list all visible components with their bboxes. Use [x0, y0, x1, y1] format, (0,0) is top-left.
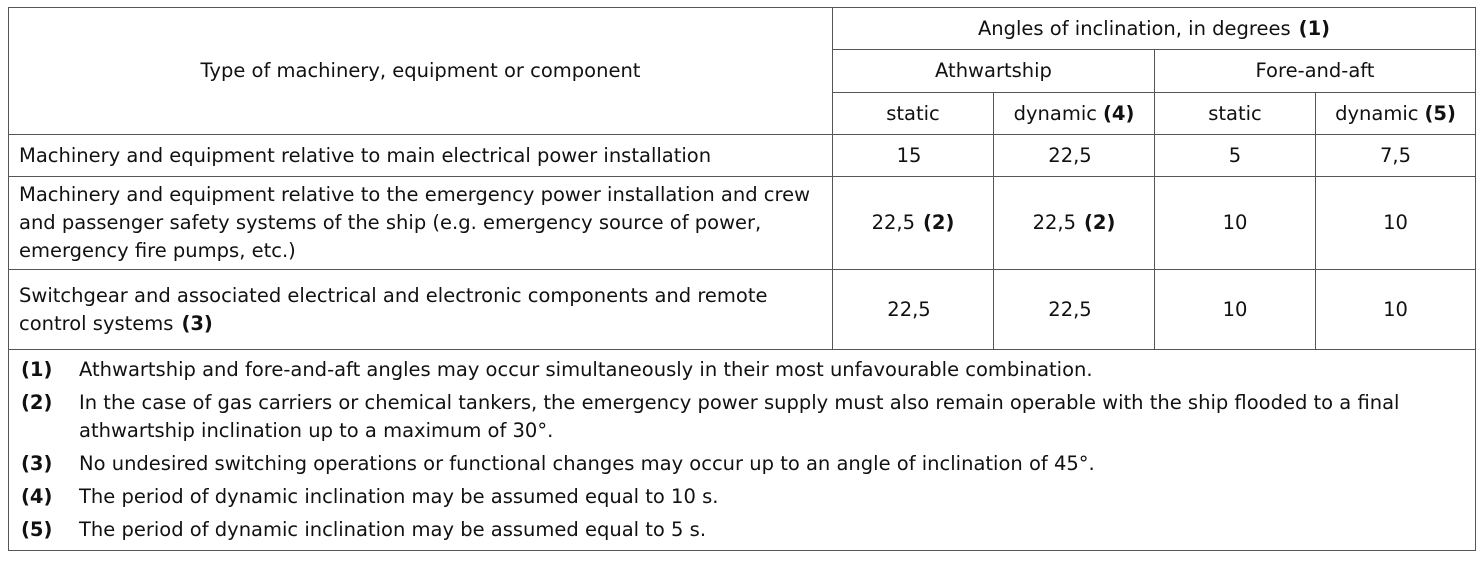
type-cell: Switchgear and associated electrical and… — [8, 269, 833, 350]
header-row-1: Type of machinery, equipment or componen… — [8, 7, 1476, 135]
fa-dynamic-cell: 10 — [1315, 176, 1476, 270]
table-row: Switchgear and associated electrical and… — [8, 269, 1476, 350]
ath-static-cell: 15 — [832, 134, 994, 177]
fa-dynamic-cell: 7,5 — [1315, 134, 1476, 177]
fa-dynamic-label: dynamic — [1335, 101, 1419, 125]
notes-row: (1) Athwartship and fore-and-aft angles … — [8, 349, 1476, 551]
fa-static-value: 10 — [1222, 297, 1248, 321]
ath-static-ref: (2) — [923, 211, 955, 234]
ath-dynamic-value: 22,5 — [1048, 143, 1092, 167]
type-header-cell: Type of machinery, equipment or componen… — [8, 7, 833, 135]
note-key: (2) — [21, 391, 53, 414]
type-text: Machinery and equipment relative to main… — [19, 143, 712, 167]
ath-dynamic-label: dynamic — [1013, 101, 1097, 125]
note-item: (1) Athwartship and fore-and-aft angles … — [19, 356, 1465, 384]
table-row: Machinery and equipment relative to the … — [8, 176, 1476, 270]
fa-static-value: 5 — [1228, 143, 1242, 167]
type-cell: Machinery and equipment relative to main… — [8, 134, 833, 177]
note-text: The period of dynamic inclination may be… — [79, 518, 707, 541]
note-key: (1) — [21, 358, 53, 381]
type-text: Machinery and equipment relative to the … — [19, 183, 811, 262]
type-ref: (3) — [181, 311, 213, 335]
ath-dynamic-header: dynamic (4) — [993, 92, 1155, 135]
ath-dynamic-cell: 22,5 — [993, 134, 1155, 177]
note-text: No undesired switching operations or fun… — [79, 452, 1095, 475]
note-key: (5) — [21, 518, 53, 541]
fa-static-cell: 5 — [1154, 134, 1316, 177]
fa-dynamic-ref: (5) — [1424, 101, 1456, 125]
type-cell: Machinery and equipment relative to the … — [8, 176, 833, 270]
ath-static-header: static — [832, 92, 994, 135]
fore-and-aft-label: Fore-and-aft — [1255, 59, 1375, 82]
ath-static-value: 22,5 — [887, 297, 931, 321]
ath-dynamic-cell: 22,5 — [993, 269, 1155, 350]
fa-dynamic-header: dynamic (5) — [1315, 92, 1476, 135]
ath-static-label: static — [886, 101, 940, 125]
fa-static-header: static — [1154, 92, 1316, 135]
inclination-angles-table: Type of machinery, equipment or componen… — [8, 7, 1476, 551]
notes-cell: (1) Athwartship and fore-and-aft angles … — [8, 349, 1476, 551]
fa-dynamic-value: 10 — [1383, 211, 1408, 234]
note-item: (4) The period of dynamic inclination ma… — [19, 483, 1465, 511]
note-item: (5) The period of dynamic inclination ma… — [19, 516, 1465, 544]
table-row: Machinery and equipment relative to main… — [8, 134, 1476, 177]
note-key: (3) — [21, 452, 53, 475]
ath-static-cell: 22,5 (2) — [832, 176, 994, 270]
fa-static-cell: 10 — [1154, 176, 1316, 270]
type-text: Switchgear and associated electrical and… — [19, 283, 768, 335]
note-text: The period of dynamic inclination may be… — [79, 485, 719, 508]
athwartship-header-cell: Athwartship — [832, 49, 1155, 93]
fa-static-cell: 10 — [1154, 269, 1316, 350]
fa-dynamic-value: 7,5 — [1379, 143, 1411, 167]
ath-dynamic-ref: (4) — [1102, 101, 1135, 125]
fa-static-label: static — [1208, 101, 1262, 125]
angles-header-label: Angles of inclination, in degrees — [977, 16, 1291, 40]
ath-static-cell: 22,5 — [832, 269, 994, 350]
ath-static-value: 22,5 — [871, 211, 915, 234]
note-item: (3) No undesired switching operations or… — [19, 450, 1465, 478]
ath-dynamic-cell: 22,5 (2) — [993, 176, 1155, 270]
fa-dynamic-cell: 10 — [1315, 269, 1476, 350]
angles-header-cell: Angles of inclination, in degrees (1) — [832, 7, 1476, 50]
ath-dynamic-ref: (2) — [1084, 211, 1116, 234]
ath-dynamic-value: 22,5 — [1032, 211, 1076, 234]
fa-dynamic-value: 10 — [1383, 297, 1408, 321]
header-row-3: static dynamic (4) static dynamic (5) — [9, 92, 1476, 135]
ath-static-value: 15 — [896, 143, 922, 167]
ath-dynamic-value: 22,5 — [1048, 297, 1092, 321]
type-header-label: Type of machinery, equipment or componen… — [200, 59, 641, 82]
note-text: In the case of gas carriers or chemical … — [79, 391, 1400, 442]
fa-static-value: 10 — [1222, 211, 1248, 234]
note-key: (4) — [21, 485, 53, 508]
note-text: Athwartship and fore-and-aft angles may … — [79, 358, 1093, 381]
athwartship-label: Athwartship — [935, 59, 1052, 82]
header-row-2: Athwartship Fore-and-aft — [9, 49, 1476, 93]
note-item: (2) In the case of gas carriers or chemi… — [19, 389, 1465, 445]
fore-and-aft-header-cell: Fore-and-aft — [1154, 49, 1476, 93]
inclination-table-container: Type of machinery, equipment or componen… — [8, 7, 1476, 551]
angles-header-ref: (1) — [1298, 16, 1331, 40]
